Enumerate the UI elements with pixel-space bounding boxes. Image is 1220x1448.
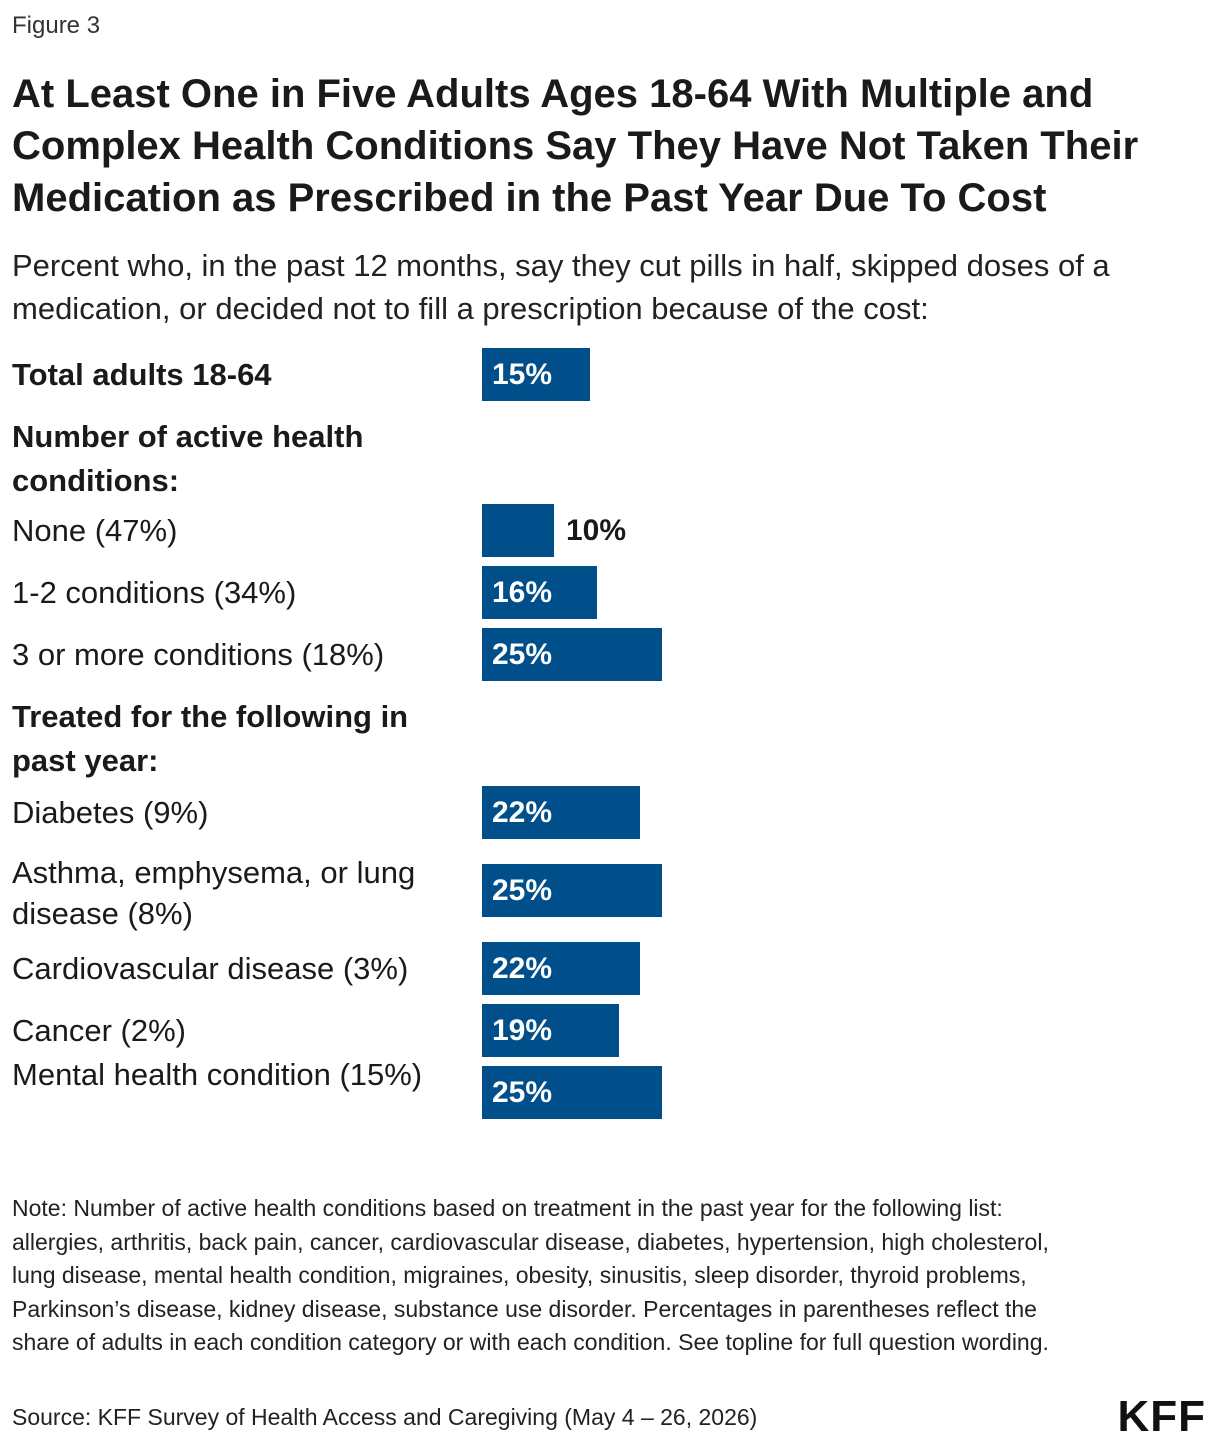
bar: [482, 1066, 662, 1119]
bar: [482, 864, 662, 917]
row-label: Cancer (2%): [12, 1013, 186, 1048]
data-label: 25%: [492, 1076, 553, 1109]
row-label: 3 or more conditions (18%): [12, 637, 385, 672]
data-label: 15%: [492, 358, 553, 391]
section-header: Treated for the following in past year:: [12, 699, 409, 778]
chart-note: Note: Number of active health conditions…: [12, 1195, 1049, 1355]
bar: [482, 942, 641, 995]
row-label: None (47%): [12, 513, 178, 548]
row-label: Diabetes (9%): [12, 795, 209, 830]
chart-title: At Least One in Five Adults Ages 18-64 W…: [12, 72, 1139, 220]
bar: [482, 1004, 619, 1057]
chart-source: Source: KFF Survey of Health Access and …: [12, 1404, 758, 1430]
data-label: 16%: [492, 576, 553, 609]
row-label: Mental health condition (15%): [12, 1057, 423, 1092]
data-label: 22%: [492, 952, 553, 985]
figure-label: Figure 3: [12, 12, 101, 39]
section-header: Number of active health conditions:: [12, 419, 364, 498]
bar: [482, 628, 662, 681]
bar: [482, 348, 590, 401]
row-label: Total adults 18-64: [12, 357, 272, 392]
bar: [482, 786, 641, 839]
kff-logo: KFF: [1117, 1392, 1206, 1441]
data-label: 19%: [492, 1014, 553, 1047]
bar-chart: Total adults 18-64 15% Number of active he…: [0, 330, 1220, 1140]
chart-subtitle: Percent who, in the past 12 months, say …: [12, 248, 1110, 326]
row-label: 1-2 conditions (34%): [12, 575, 297, 610]
data-label: 25%: [492, 638, 553, 671]
data-label: 22%: [492, 796, 553, 829]
data-label: 10%: [566, 514, 627, 547]
row-label: Cardiovascular disease (3%): [12, 951, 409, 986]
data-label: 25%: [492, 874, 553, 907]
bar: [482, 566, 598, 619]
bar: [482, 504, 554, 557]
row-label: Asthma, emphysema, or lung disease (8%): [12, 855, 416, 931]
